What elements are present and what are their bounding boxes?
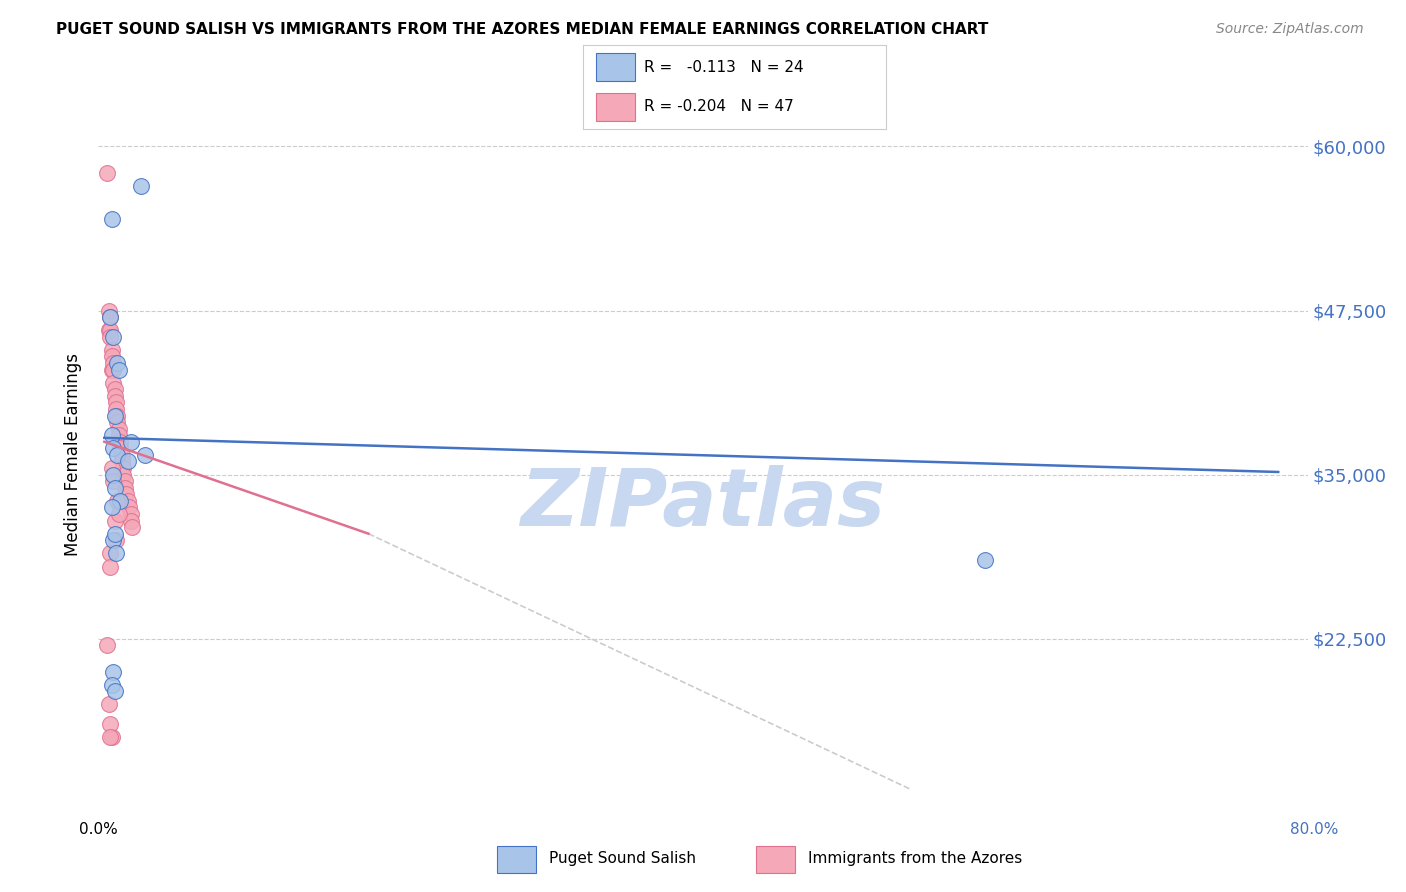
Point [101,665,124,679]
Point [108,507,131,521]
Point [100,428,122,442]
Point [108,362,131,376]
Point [101,356,124,370]
Point [98,323,121,337]
Bar [596,54,636,81]
Point [107,415,129,429]
Text: Immigrants from the Azores: Immigrants from the Azores [807,851,1022,866]
Point [107,448,129,462]
Point [114,481,136,495]
Point [115,487,138,501]
Point [105,533,128,548]
Point [98,330,121,344]
Point [108,428,131,442]
Point [103,684,125,698]
Point [98,559,121,574]
Point [97,698,120,712]
Point [101,362,124,376]
Point [111,448,134,462]
Text: R = -0.204   N = 47: R = -0.204 N = 47 [644,99,794,114]
Point [100,350,122,364]
Point [101,474,124,488]
Point [96,638,118,652]
Point [98,310,121,324]
Point [134,448,156,462]
Point [129,178,152,193]
Bar [498,847,536,873]
Point [101,442,124,456]
Text: 0.0%: 0.0% [79,822,118,837]
Point [107,356,129,370]
Point [100,461,122,475]
Point [103,382,125,396]
Point [112,461,135,475]
Point [100,362,122,376]
Point [118,500,141,515]
Point [96,166,118,180]
Point [97,303,120,318]
Text: ZIPatlas: ZIPatlas [520,465,886,542]
Point [101,533,124,548]
Point [98,717,121,731]
Point [111,454,134,468]
Point [105,395,128,409]
Point [105,401,128,416]
Point [108,422,131,436]
Text: Source: ZipAtlas.com: Source: ZipAtlas.com [1216,22,1364,37]
Text: Puget Sound Salish: Puget Sound Salish [548,851,696,866]
Point [110,442,132,456]
Point [120,434,142,449]
Point [100,211,122,226]
Point [103,514,125,528]
Point [98,730,121,744]
Point [100,678,122,692]
Point [100,500,122,515]
Point [107,494,129,508]
Point [101,376,124,390]
Point [120,514,142,528]
Point [973,553,995,567]
Point [103,389,125,403]
Point [103,526,125,541]
Point [117,454,139,468]
Point [98,310,121,324]
Point [110,494,132,508]
Point [114,474,136,488]
Point [98,546,121,560]
Point [97,323,120,337]
Point [100,730,122,744]
Point [121,520,143,534]
Point [120,507,142,521]
Point [110,434,132,449]
Text: PUGET SOUND SALISH VS IMMIGRANTS FROM THE AZORES MEDIAN FEMALE EARNINGS CORRELAT: PUGET SOUND SALISH VS IMMIGRANTS FROM TH… [56,22,988,37]
Point [105,546,128,560]
Text: 80.0%: 80.0% [1291,822,1339,837]
Point [103,409,125,423]
Bar [596,93,636,120]
Point [107,409,129,423]
Bar [756,847,794,873]
Y-axis label: Median Female Earnings: Median Female Earnings [65,353,83,557]
Point [101,467,124,482]
Point [101,330,124,344]
Text: R =   -0.113   N = 24: R = -0.113 N = 24 [644,60,804,75]
Point [100,343,122,357]
Point [112,467,135,482]
Point [103,481,125,495]
Point [117,494,139,508]
